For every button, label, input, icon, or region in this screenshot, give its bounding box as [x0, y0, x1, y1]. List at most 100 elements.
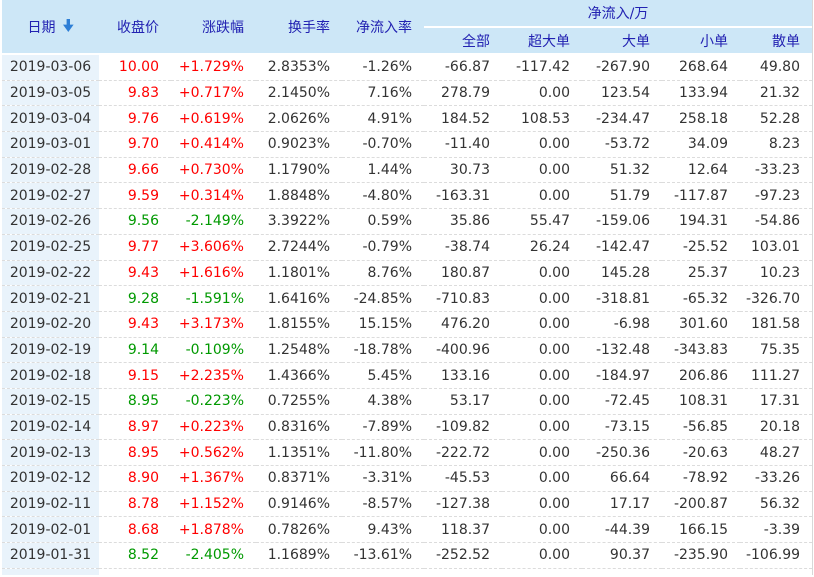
cell-inflow-rate: -8.57% — [342, 491, 424, 518]
column-header-all[interactable]: 全部 — [424, 27, 502, 55]
column-header-close[interactable]: 收盘价 — [99, 0, 171, 55]
cell-close: 9.83 — [99, 80, 171, 107]
column-header-small[interactable]: 小单 — [662, 27, 740, 55]
table-row: 2019-02-14 8.97 +0.223% 0.8316% -7.89% -109.8… — [2, 414, 813, 441]
cell-small: 133.94 — [662, 80, 740, 107]
cell-super-large: 55.47 — [502, 208, 582, 235]
cell-close: 9.43 — [99, 311, 171, 338]
table-row: 2019-03-04 9.76 +0.619% 2.0626% 4.91% 184.52 1… — [2, 105, 813, 133]
cell-inflow-rate: -18.78% — [342, 337, 424, 364]
cell-change: +1.878% — [171, 516, 256, 544]
cell-inflow-rate: -7.89% — [342, 414, 424, 441]
cell-turnover: 1.2548% — [256, 337, 342, 364]
cell-all: 184.52 — [424, 105, 502, 133]
table-row: 2019-02-27 9.59 +0.314% 1.8848% -4.80% -163.3… — [2, 182, 813, 210]
cell-retail: 56.32 — [740, 491, 813, 518]
partial-next-row — [2, 568, 812, 575]
table-row: 2019-03-05 9.83 +0.717% 2.1450% 7.16% 278.79 0… — [2, 80, 813, 107]
cell-all: 53.17 — [424, 388, 502, 415]
table-header: 日期 收盘价 涨跌幅 换手率 净流入率 净流入/万 全部 超大单 — [2, 0, 813, 55]
table-row: 2019-02-21 9.28 -1.591% 1.6416% -24.85% -710.… — [2, 285, 813, 312]
column-header-change[interactable]: 涨跌幅 — [171, 0, 256, 55]
cell-retail: -97.23 — [740, 182, 813, 210]
cell-small: 258.18 — [662, 105, 740, 133]
cell-all: -11.40 — [424, 131, 502, 158]
cell-turnover: 1.1801% — [256, 260, 342, 287]
cell-all: 30.73 — [424, 157, 502, 184]
cell-large: 51.79 — [582, 182, 662, 210]
cell-super-large: 0.00 — [502, 157, 582, 184]
cell-all: 35.86 — [424, 208, 502, 235]
cell-change: +1.367% — [171, 465, 256, 492]
column-header-retail[interactable]: 散单 — [740, 27, 813, 55]
cell-inflow-rate: 9.43% — [342, 516, 424, 544]
cell-super-large: 0.00 — [502, 80, 582, 107]
cell-large: -53.72 — [582, 131, 662, 158]
cell-date: 2019-02-27 — [2, 182, 99, 210]
table-row: 2019-02-26 9.56 -2.149% 3.3922% 0.59% 35.86 55… — [2, 208, 813, 235]
cell-inflow-rate: -3.31% — [342, 465, 424, 492]
cell-turnover: 0.7826% — [256, 516, 342, 544]
table-row: 2019-02-28 9.66 +0.730% 1.1790% 1.44% 30.73 0.… — [2, 157, 813, 184]
cell-turnover: 0.8316% — [256, 414, 342, 441]
cell-close: 9.15 — [99, 362, 171, 389]
cell-retail: -326.70 — [740, 285, 813, 312]
cell-all: -127.38 — [424, 491, 502, 518]
cell-retail: 8.23 — [740, 131, 813, 158]
cell-inflow-rate: -0.70% — [342, 131, 424, 158]
cell-retail: 20.18 — [740, 414, 813, 441]
cell-date: 2019-02-25 — [2, 234, 99, 261]
cell-date: 2019-02-28 — [2, 157, 99, 184]
cell-large: -132.48 — [582, 337, 662, 364]
cell-all: -400.96 — [424, 337, 502, 364]
cell-date: 2019-02-20 — [2, 311, 99, 338]
cell-change: +0.730% — [171, 157, 256, 184]
table-row: 2019-02-15 8.95 -0.223% 0.7255% 4.38% 53.17 0.… — [2, 388, 813, 415]
cell-change: +1.152% — [171, 491, 256, 518]
cell-turnover: 0.9023% — [256, 131, 342, 158]
cell-super-large: 0.00 — [502, 337, 582, 364]
column-header-inflow-rate[interactable]: 净流入率 — [342, 0, 424, 55]
cell-small: -117.87 — [662, 182, 740, 210]
cell-change: +0.314% — [171, 182, 256, 210]
cell-large: 66.64 — [582, 465, 662, 492]
cell-retail: -3.39 — [740, 516, 813, 544]
cell-all: -45.53 — [424, 465, 502, 492]
cell-inflow-rate: 0.59% — [342, 208, 424, 235]
cell-close: 9.66 — [99, 157, 171, 184]
cell-date: 2019-03-04 — [2, 105, 99, 133]
cell-change: +0.717% — [171, 80, 256, 107]
cell-super-large: 0.00 — [502, 388, 582, 415]
cell-super-large: 0.00 — [502, 465, 582, 492]
partial-next-row-date-cell — [2, 568, 99, 575]
sort-descending-arrow-icon[interactable] — [62, 19, 74, 36]
column-header-date[interactable]: 日期 — [2, 0, 99, 55]
cell-all: -222.72 — [424, 439, 502, 466]
cell-turnover: 2.8353% — [256, 54, 342, 81]
cell-small: 34.09 — [662, 131, 740, 158]
column-header-large[interactable]: 大单 — [582, 27, 662, 55]
cell-date: 2019-02-01 — [2, 516, 99, 544]
cell-inflow-rate: 7.16% — [342, 80, 424, 107]
cell-close: 10.00 — [99, 54, 171, 81]
cell-change: -0.109% — [171, 337, 256, 364]
cell-inflow-rate: -24.85% — [342, 285, 424, 312]
table-row: 2019-02-11 8.78 +1.152% 0.9146% -8.57% -127.3… — [2, 491, 813, 518]
cell-all: -66.87 — [424, 54, 502, 81]
cell-date: 2019-02-12 — [2, 465, 99, 492]
cell-retail: 103.01 — [740, 234, 813, 261]
column-header-super-large[interactable]: 超大单 — [502, 27, 582, 55]
cell-super-large: 0.00 — [502, 285, 582, 312]
cell-turnover: 2.0626% — [256, 105, 342, 133]
cell-small: -78.92 — [662, 465, 740, 492]
cell-all: -252.52 — [424, 542, 502, 569]
column-header-turnover[interactable]: 换手率 — [256, 0, 342, 55]
cell-retail: 75.35 — [740, 337, 813, 364]
cell-super-large: 0.00 — [502, 260, 582, 287]
cell-change: +0.223% — [171, 414, 256, 441]
cell-all: 118.37 — [424, 516, 502, 544]
cell-turnover: 3.3922% — [256, 208, 342, 235]
cell-date: 2019-03-01 — [2, 131, 99, 158]
cell-change: +3.173% — [171, 311, 256, 338]
